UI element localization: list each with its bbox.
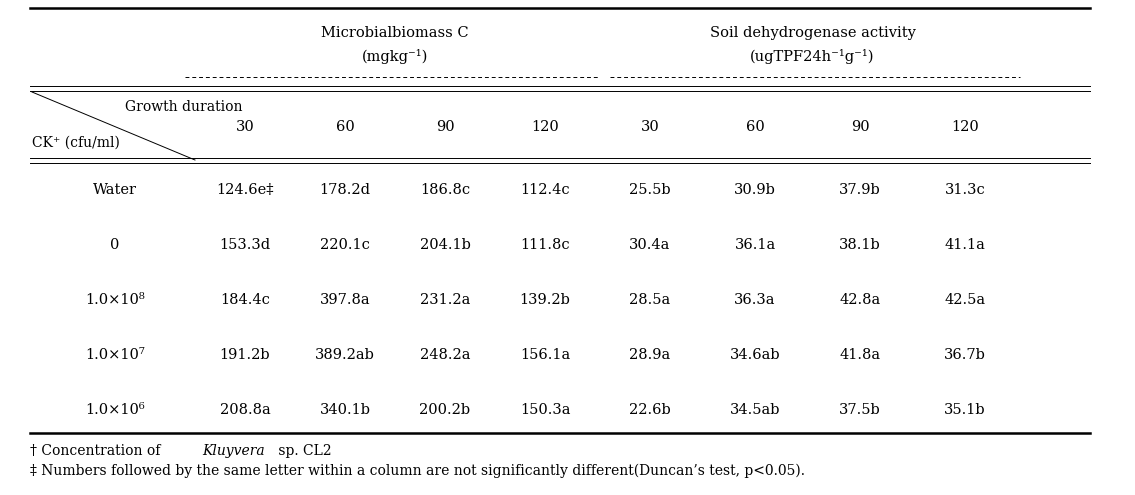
Text: 208.8a: 208.8a xyxy=(220,403,270,417)
Text: 0: 0 xyxy=(110,238,119,252)
Text: 25.5b: 25.5b xyxy=(629,183,671,197)
Text: 248.2a: 248.2a xyxy=(420,348,470,362)
Text: 35.1b: 35.1b xyxy=(944,403,986,417)
Text: 30.9b: 30.9b xyxy=(734,183,776,197)
Text: 231.2a: 231.2a xyxy=(420,293,470,307)
Text: 153.3d: 153.3d xyxy=(219,238,270,252)
Text: ‡ Numbers followed by the same letter within a column are not significantly diff: ‡ Numbers followed by the same letter wi… xyxy=(30,464,805,478)
Text: 139.2b: 139.2b xyxy=(520,293,571,307)
Text: 204.1b: 204.1b xyxy=(420,238,470,252)
Text: 1.0×10⁸: 1.0×10⁸ xyxy=(85,293,145,307)
Text: 90: 90 xyxy=(436,120,454,134)
Text: 60: 60 xyxy=(746,120,764,134)
Text: 178.2d: 178.2d xyxy=(319,183,370,197)
Text: 120: 120 xyxy=(951,120,978,134)
Text: 36.7b: 36.7b xyxy=(944,348,986,362)
Text: 34.5ab: 34.5ab xyxy=(730,403,780,417)
Text: 30: 30 xyxy=(236,120,254,134)
Text: 90: 90 xyxy=(851,120,869,134)
Text: 36.1a: 36.1a xyxy=(734,238,775,252)
Text: 22.6b: 22.6b xyxy=(629,403,671,417)
Text: 397.8a: 397.8a xyxy=(320,293,370,307)
Text: 37.9b: 37.9b xyxy=(839,183,881,197)
Text: 60: 60 xyxy=(336,120,354,134)
Text: 184.4c: 184.4c xyxy=(220,293,270,307)
Text: 112.4c: 112.4c xyxy=(520,183,570,197)
Text: 186.8c: 186.8c xyxy=(420,183,470,197)
Text: 389.2ab: 389.2ab xyxy=(316,348,375,362)
Text: 34.6ab: 34.6ab xyxy=(730,348,781,362)
Text: 200.2b: 200.2b xyxy=(420,403,471,417)
Text: 42.8a: 42.8a xyxy=(840,293,881,307)
Text: 31.3c: 31.3c xyxy=(944,183,985,197)
Text: 150.3a: 150.3a xyxy=(520,403,570,417)
Text: 30: 30 xyxy=(640,120,659,134)
Text: 41.8a: 41.8a xyxy=(840,348,881,362)
Text: 28.5a: 28.5a xyxy=(630,293,671,307)
Text: Microbialbiomass C: Microbialbiomass C xyxy=(321,26,469,40)
Text: (mgkg⁻¹): (mgkg⁻¹) xyxy=(362,50,428,64)
Text: 36.3a: 36.3a xyxy=(734,293,775,307)
Text: Water: Water xyxy=(93,183,137,197)
Text: 1.0×10⁷: 1.0×10⁷ xyxy=(85,348,145,362)
Text: (ugTPF24h⁻¹g⁻¹): (ugTPF24h⁻¹g⁻¹) xyxy=(750,50,875,64)
Text: Growth duration: Growth duration xyxy=(125,100,243,114)
Text: Soil dehydrogenase activity: Soil dehydrogenase activity xyxy=(709,26,916,40)
Text: 28.9a: 28.9a xyxy=(630,348,671,362)
Text: 191.2b: 191.2b xyxy=(220,348,270,362)
Text: 120: 120 xyxy=(531,120,558,134)
Text: 38.1b: 38.1b xyxy=(839,238,881,252)
Text: 220.1c: 220.1c xyxy=(320,238,370,252)
Text: 42.5a: 42.5a xyxy=(944,293,985,307)
Text: 111.8c: 111.8c xyxy=(520,238,570,252)
Text: † Concentration of: † Concentration of xyxy=(30,444,165,458)
Text: 41.1a: 41.1a xyxy=(944,238,985,252)
Text: 340.1b: 340.1b xyxy=(319,403,370,417)
Text: sp. CL2: sp. CL2 xyxy=(274,444,331,458)
Text: 1.0×10⁶: 1.0×10⁶ xyxy=(85,403,145,417)
Text: Kluyvera: Kluyvera xyxy=(202,444,264,458)
Text: 37.5b: 37.5b xyxy=(839,403,881,417)
Text: 124.6e‡: 124.6e‡ xyxy=(217,183,274,197)
Text: 156.1a: 156.1a xyxy=(520,348,570,362)
Text: CK⁺ (cfu/ml): CK⁺ (cfu/ml) xyxy=(32,136,120,150)
Text: 30.4a: 30.4a xyxy=(629,238,671,252)
